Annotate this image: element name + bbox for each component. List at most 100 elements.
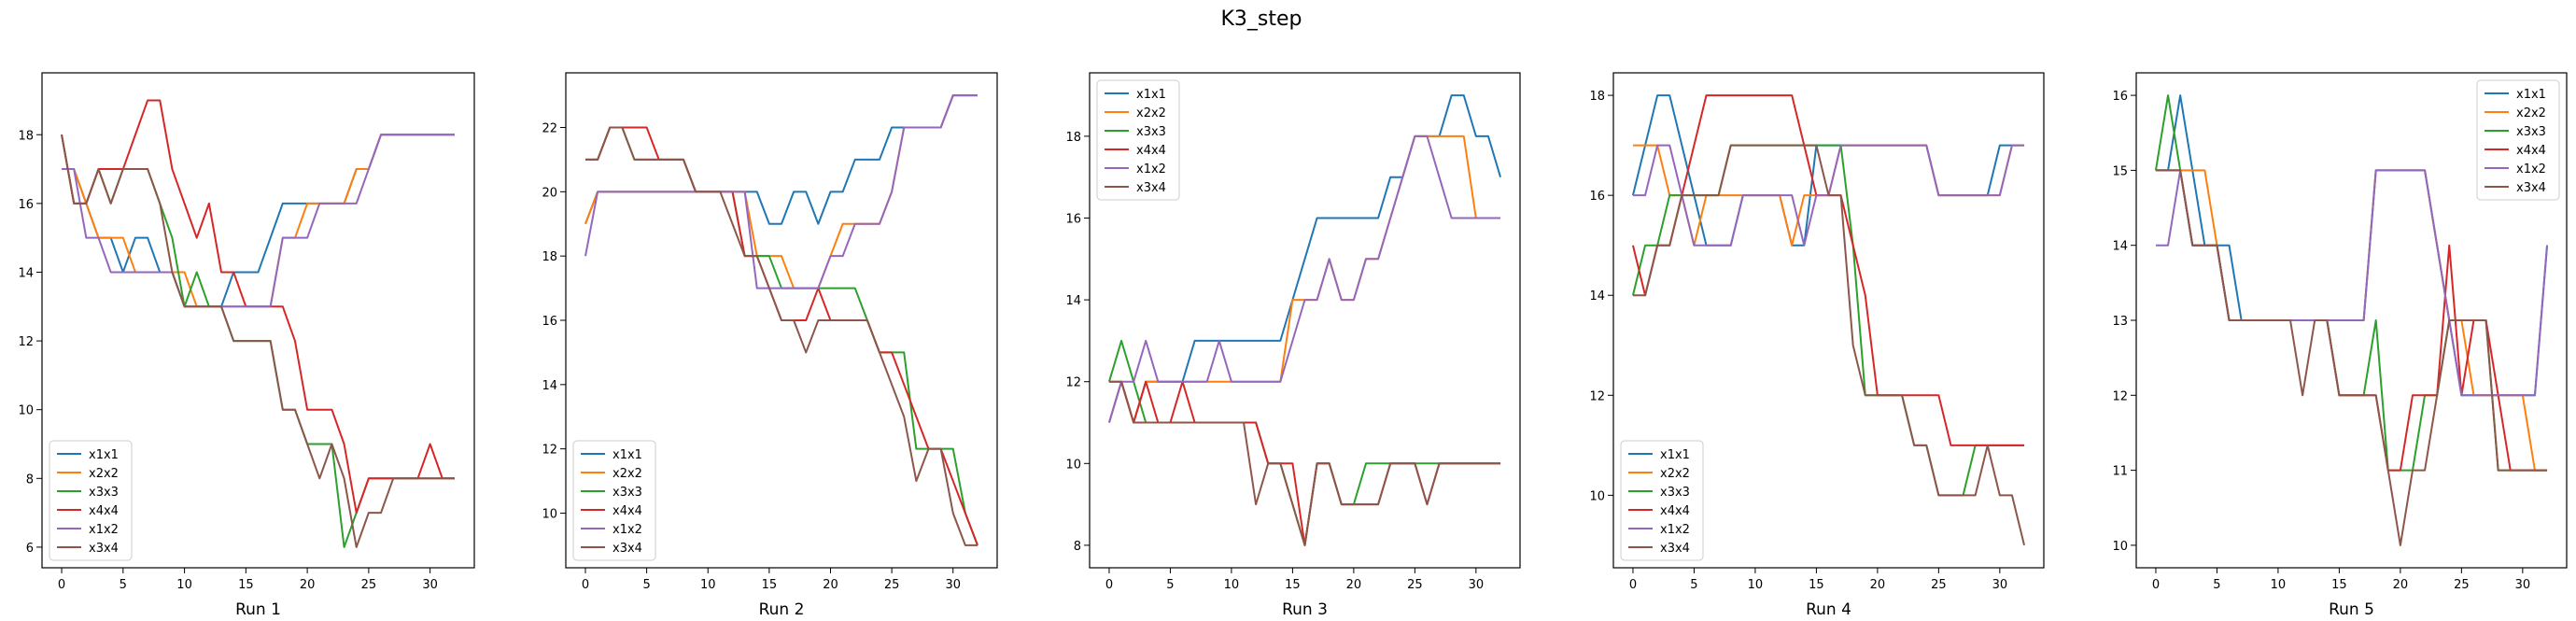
y-tick-label: 8 — [26, 473, 34, 487]
series-line-x3x4 — [61, 134, 455, 548]
x-tick-label: 15 — [1285, 578, 1301, 592]
y-tick-label: 18 — [1065, 131, 1081, 145]
x-tick-label: 10 — [1748, 578, 1764, 592]
x-tick-label: 25 — [2454, 578, 2470, 592]
axes-frame — [1089, 72, 1521, 569]
legend-box — [572, 440, 656, 561]
x-tick-label: 15 — [2331, 578, 2347, 592]
y-tick-label: 10 — [18, 404, 34, 418]
legend-label-x3x4: x3x4 — [89, 542, 119, 556]
plot-area — [584, 94, 978, 546]
x-tick-label: 15 — [238, 578, 254, 592]
y-tick-label: 20 — [542, 186, 557, 200]
y-tick-label: 12 — [2112, 389, 2128, 403]
x-axis-label: Run 4 — [1806, 600, 1851, 619]
x-tick-label: 0 — [1105, 578, 1113, 592]
y-tick-label: 14 — [18, 266, 34, 280]
figure-title: K3_step — [1220, 7, 1302, 31]
legend-box — [49, 440, 133, 561]
plot-area — [1107, 94, 1502, 546]
legend: x1x1 x2x2 x3x3 x4x4 x1x2 x3x4 — [1096, 79, 1180, 201]
y-tick-label: 16 — [1065, 212, 1081, 226]
y-tick-label: 18 — [1589, 90, 1605, 104]
x-tick-label: 5 — [642, 578, 650, 592]
x-tick-label: 15 — [762, 578, 778, 592]
legend-label-x1x2: x1x2 — [612, 523, 642, 537]
y-tick-label: 10 — [1065, 458, 1081, 472]
x-tick-label: 10 — [176, 578, 192, 592]
legend-label-x4x4: x4x4 — [612, 504, 642, 518]
legend-label-x1x2: x1x2 — [1136, 162, 1166, 176]
legend: x1x1 x2x2 x3x3 x4x4 x1x2 x3x4 — [572, 440, 656, 561]
x-tick-label: 20 — [823, 578, 838, 592]
series-line-x1x2 — [62, 134, 455, 308]
legend: x1x1 x2x2 x3x3 x4x4 x1x2 x3x4 — [49, 440, 133, 561]
legend-label-x3x3: x3x3 — [612, 486, 642, 500]
x-tick-label: 5 — [120, 578, 127, 592]
x-tick-label: 20 — [1870, 578, 1886, 592]
legend-label-x1x2: x1x2 — [89, 523, 119, 537]
legend-label-x2x2: x2x2 — [1136, 106, 1166, 120]
x-tick-label: 20 — [2393, 578, 2409, 592]
legend: x1x1 x2x2 x3x3 x4x4 x1x2 x3x4 — [2476, 79, 2560, 201]
x-tick-label: 30 — [945, 578, 961, 592]
y-tick-label: 14 — [1589, 289, 1605, 303]
x-tick-label: 30 — [1992, 578, 2008, 592]
legend-label-x2x2: x2x2 — [612, 467, 642, 481]
plot-area — [61, 99, 455, 548]
x-tick-label: 20 — [1346, 578, 1362, 592]
y-tick-label: 16 — [1589, 190, 1605, 204]
x-axis-label: Run 1 — [235, 600, 281, 619]
legend-label-x2x2: x2x2 — [2516, 106, 2546, 120]
series-line-x3x4 — [2155, 169, 2548, 546]
legend-label-x4x4: x4x4 — [1136, 144, 1166, 158]
y-tick-label: 12 — [18, 335, 34, 349]
x-axis-label: Run 5 — [2329, 600, 2374, 619]
y-tick-label: 12 — [1589, 389, 1605, 403]
legend-label-x1x1: x1x1 — [1136, 88, 1166, 102]
y-tick-label: 12 — [542, 444, 557, 458]
y-tick-label: 10 — [1589, 489, 1605, 503]
x-tick-label: 10 — [2271, 578, 2287, 592]
x-tick-label: 15 — [1809, 578, 1824, 592]
legend-box — [1620, 440, 1704, 561]
x-tick-label: 25 — [884, 578, 900, 592]
y-tick-label: 14 — [2112, 240, 2128, 254]
legend-label-x3x4: x3x4 — [612, 542, 642, 556]
y-tick-label: 15 — [2112, 164, 2128, 178]
x-tick-label: 0 — [58, 578, 65, 592]
y-tick-label: 18 — [542, 250, 557, 264]
legend-label-x2x2: x2x2 — [1660, 467, 1690, 481]
y-tick-label: 10 — [542, 507, 557, 521]
legend-label-x3x3: x3x3 — [1136, 125, 1166, 139]
legend-label-x3x4: x3x4 — [1660, 542, 1690, 556]
series-line-x1x2 — [584, 94, 978, 289]
y-tick-label: 16 — [2112, 90, 2128, 104]
y-tick-label: 16 — [542, 315, 557, 329]
legend-label-x1x1: x1x1 — [612, 448, 642, 462]
legend: x1x1 x2x2 x3x3 x4x4 x1x2 x3x4 — [1620, 440, 1704, 561]
series-line-x3x4 — [1108, 380, 1501, 546]
legend-box — [2476, 79, 2560, 201]
x-tick-label: 0 — [582, 578, 589, 592]
plot-area — [1631, 94, 2026, 546]
x-tick-label: 5 — [2213, 578, 2220, 592]
legend-label-x3x3: x3x3 — [89, 486, 119, 500]
x-axis-label: Run 2 — [759, 600, 805, 619]
series-line-x1x2 — [1107, 134, 1501, 423]
y-tick-label: 8 — [1074, 540, 1081, 554]
y-tick-label: 16 — [18, 198, 34, 212]
axes-frame — [41, 72, 475, 569]
x-tick-label: 30 — [422, 578, 438, 592]
y-tick-label: 22 — [542, 122, 557, 136]
x-tick-label: 25 — [361, 578, 377, 592]
legend-label-x2x2: x2x2 — [89, 467, 119, 481]
axes-frame — [1612, 72, 2045, 569]
x-tick-label: 0 — [1629, 578, 1637, 592]
legend-label-x3x4: x3x4 — [2516, 181, 2546, 195]
x-axis-label: Run 3 — [1282, 600, 1328, 619]
